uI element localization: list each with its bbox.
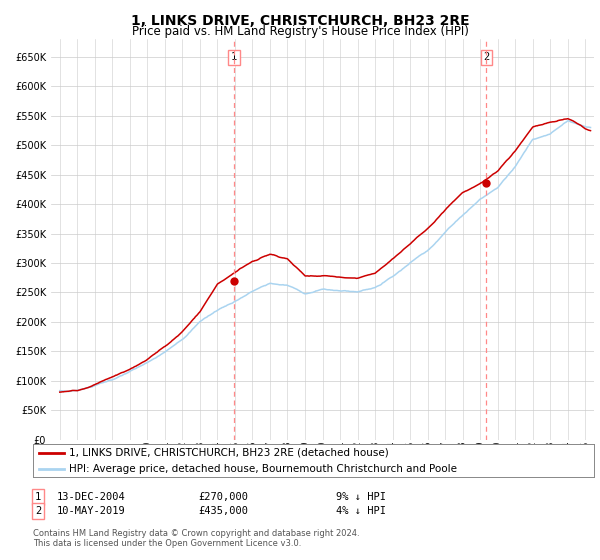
Text: Contains HM Land Registry data © Crown copyright and database right 2024.
This d: Contains HM Land Registry data © Crown c… xyxy=(33,529,359,548)
Text: 1: 1 xyxy=(231,52,237,62)
Text: 1, LINKS DRIVE, CHRISTCHURCH, BH23 2RE: 1, LINKS DRIVE, CHRISTCHURCH, BH23 2RE xyxy=(131,14,469,28)
Text: 1: 1 xyxy=(35,492,41,502)
Text: 13-DEC-2004: 13-DEC-2004 xyxy=(57,492,126,502)
Text: 4% ↓ HPI: 4% ↓ HPI xyxy=(336,506,386,516)
Text: £270,000: £270,000 xyxy=(198,492,248,502)
Text: 9% ↓ HPI: 9% ↓ HPI xyxy=(336,492,386,502)
Text: £435,000: £435,000 xyxy=(198,506,248,516)
Text: Price paid vs. HM Land Registry's House Price Index (HPI): Price paid vs. HM Land Registry's House … xyxy=(131,25,469,38)
Text: 1, LINKS DRIVE, CHRISTCHURCH, BH23 2RE (detached house): 1, LINKS DRIVE, CHRISTCHURCH, BH23 2RE (… xyxy=(70,447,389,458)
Text: 2: 2 xyxy=(484,52,490,62)
Text: HPI: Average price, detached house, Bournemouth Christchurch and Poole: HPI: Average price, detached house, Bour… xyxy=(70,464,457,474)
Text: 2: 2 xyxy=(35,506,41,516)
Text: 10-MAY-2019: 10-MAY-2019 xyxy=(57,506,126,516)
